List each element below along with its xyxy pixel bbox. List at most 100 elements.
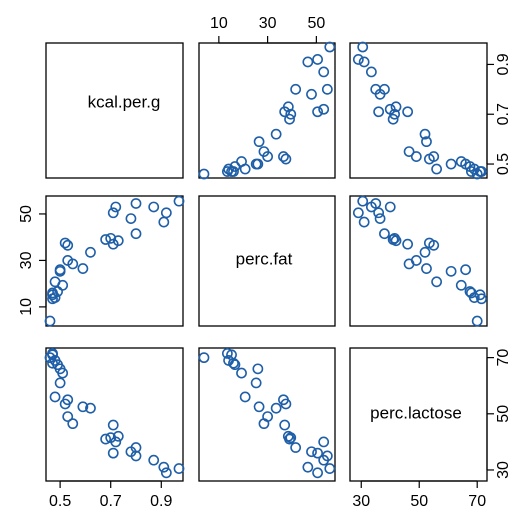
data-point xyxy=(279,419,291,431)
data-point xyxy=(239,391,251,403)
data-point xyxy=(419,246,431,258)
data-point xyxy=(85,402,96,414)
data-point xyxy=(85,246,96,258)
data-point xyxy=(460,158,472,170)
data-point xyxy=(421,263,432,274)
panel-perc-fat-vs-perc-lactose xyxy=(349,195,488,327)
x-axis-perc-fat: 10 30 50 xyxy=(210,15,325,44)
y-tick-label: 30 xyxy=(18,251,35,269)
data-point xyxy=(324,41,336,53)
data-point xyxy=(173,463,185,474)
data-point xyxy=(403,146,415,157)
data-point xyxy=(107,447,119,459)
data-point xyxy=(318,66,330,78)
data-point xyxy=(312,467,323,479)
x-tick-label: 0.7 xyxy=(100,493,122,510)
data-point xyxy=(468,292,480,303)
data-point xyxy=(318,454,330,466)
data-point xyxy=(252,158,264,170)
panel-kcal-per-g-vs-perc-lactose xyxy=(349,42,488,179)
data-point xyxy=(67,258,79,270)
panel-perc-lactose-vs-perc-fat xyxy=(198,347,336,482)
panel-kcal-per-g-vs-kcal-per-g xyxy=(45,42,184,179)
data-point xyxy=(302,56,314,68)
data-point xyxy=(125,213,137,224)
y-tick-label: 50 xyxy=(495,405,512,423)
data-point xyxy=(306,88,317,100)
var-label-perc-lactose: perc.lactose xyxy=(370,403,462,422)
data-point xyxy=(110,436,122,448)
data-point xyxy=(250,377,262,389)
data-point xyxy=(239,163,251,175)
y-tick-label: 0.7 xyxy=(495,103,512,125)
data-point xyxy=(54,363,66,375)
data-point xyxy=(410,151,422,162)
data-point xyxy=(198,168,210,180)
data-point xyxy=(148,201,160,213)
x-tick-label: 50 xyxy=(307,15,325,32)
data-point xyxy=(47,357,58,369)
data-point xyxy=(389,232,400,244)
data-point xyxy=(258,418,270,430)
data-point xyxy=(284,113,295,125)
data-point xyxy=(148,454,160,466)
points-perc-lactose-vs-kcal-per-g xyxy=(44,347,185,479)
data-point xyxy=(290,442,302,453)
y-axis-perc-fat: 10 30 50 xyxy=(18,205,47,316)
data-point xyxy=(306,446,317,458)
data-point xyxy=(49,292,61,303)
data-point xyxy=(379,228,390,240)
panel-perc-fat-vs-perc-fat xyxy=(198,195,336,327)
data-point xyxy=(419,128,431,140)
data-point xyxy=(100,234,112,245)
data-point xyxy=(445,265,457,277)
data-point xyxy=(252,363,264,375)
data-point xyxy=(465,166,477,177)
data-point xyxy=(107,207,119,219)
data-point xyxy=(77,401,89,413)
data-point xyxy=(402,238,414,250)
data-point xyxy=(324,463,336,474)
data-point xyxy=(236,367,247,379)
data-point xyxy=(468,163,480,175)
x-tick-label: 30 xyxy=(352,493,370,510)
data-point xyxy=(357,41,369,53)
y-tick-label: 10 xyxy=(18,298,35,316)
data-point xyxy=(373,106,385,118)
data-point xyxy=(112,430,124,442)
data-point xyxy=(431,276,443,288)
var-label-kcal-per-g: kcal.per.g xyxy=(88,92,161,111)
x-axis-perc-lactose: 30 50 70 xyxy=(352,480,486,510)
data-point xyxy=(460,264,472,276)
data-point xyxy=(62,411,74,423)
y-axis-kcal-per-g: 0.5 0.7 0.9 xyxy=(486,53,512,175)
data-point xyxy=(365,66,377,78)
data-point xyxy=(49,276,61,288)
data-point xyxy=(312,447,323,459)
data-point xyxy=(253,401,265,413)
data-point xyxy=(365,201,377,213)
data-point xyxy=(387,113,399,125)
data-point xyxy=(278,151,289,162)
data-point xyxy=(390,235,402,247)
data-point xyxy=(370,83,382,95)
data-point xyxy=(54,377,66,389)
x-tick-label: 30 xyxy=(259,15,277,32)
data-point xyxy=(290,83,302,95)
data-point xyxy=(107,419,119,431)
data-point xyxy=(357,195,369,207)
data-point xyxy=(54,264,66,276)
var-label-perc-fat: perc.fat xyxy=(236,249,293,268)
data-point xyxy=(198,352,210,364)
data-point xyxy=(160,467,172,479)
points-perc-fat-vs-perc-lactose xyxy=(352,195,487,327)
data-point xyxy=(373,207,385,219)
data-point xyxy=(358,56,370,68)
data-point xyxy=(223,355,234,366)
data-point xyxy=(431,163,443,175)
data-point xyxy=(223,163,234,175)
data-point xyxy=(59,237,71,249)
y-tick-label: 30 xyxy=(495,461,512,479)
data-point xyxy=(280,153,292,165)
data-point xyxy=(105,232,117,244)
